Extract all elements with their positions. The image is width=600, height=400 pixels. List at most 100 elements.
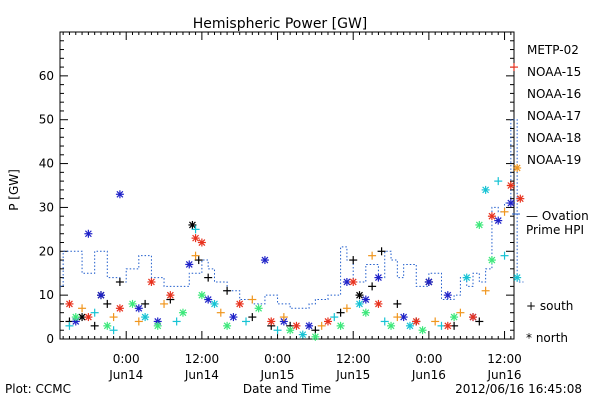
data-point	[188, 220, 197, 229]
data-point	[380, 317, 389, 326]
data-point	[194, 256, 203, 265]
data-point	[223, 286, 232, 295]
data-point	[336, 321, 345, 330]
data-point	[506, 199, 515, 208]
data-point	[349, 256, 358, 265]
data-point	[317, 321, 326, 330]
data-point	[361, 308, 370, 317]
x-tick-time-label: 12:00	[487, 352, 522, 366]
data-point	[204, 295, 213, 304]
data-point	[342, 304, 351, 313]
legend: METP-02 NOAA-15 NOAA-16 NOAA-17 NOAA-18 NOAA-…	[512, 43, 589, 345]
legend-entry: NOAA-15	[527, 65, 581, 79]
data-point	[374, 299, 383, 308]
data-point	[279, 313, 288, 322]
data-point	[210, 299, 219, 308]
data-point	[267, 317, 276, 326]
satellite-points	[65, 63, 525, 341]
data-point	[298, 330, 307, 339]
x-tick-date-label: Jun14	[184, 368, 219, 382]
data-point	[260, 256, 269, 265]
data-point	[361, 295, 370, 304]
data-point	[115, 277, 124, 286]
data-point	[323, 317, 332, 326]
data-point	[134, 304, 143, 313]
legend-entry: NOAA-19	[527, 153, 581, 167]
data-point	[368, 251, 377, 260]
data-point	[71, 313, 80, 322]
y-tick-label: 40	[39, 157, 54, 171]
legend-entry-ovation: — Ovation	[526, 209, 589, 223]
data-point	[216, 308, 225, 317]
data-point	[90, 308, 99, 317]
data-point	[443, 321, 452, 330]
data-point	[494, 216, 503, 225]
data-point	[134, 317, 143, 326]
data-point	[450, 313, 459, 322]
x-axis-ticks: 0:00 Jun14 12:00 Jun14 0:00 Jun15 12:00 Jun15 0:…	[62, 32, 522, 382]
x-tick-time-label: 12:00	[185, 352, 220, 366]
x-tick-date-label: Jun16	[411, 368, 446, 382]
data-point	[128, 299, 137, 308]
chart-title: Hemispheric Power [GW]	[193, 16, 368, 32]
data-point	[462, 273, 471, 282]
footer-plot-credit: Plot: CCMC	[5, 382, 71, 396]
data-point	[494, 177, 503, 186]
data-point	[178, 308, 187, 317]
x-tick-time-label: 12:00	[336, 352, 371, 366]
data-point	[292, 321, 301, 330]
data-point	[248, 313, 257, 322]
data-point	[229, 313, 238, 322]
data-point	[96, 291, 105, 300]
data-point	[487, 212, 496, 221]
y-axis-ticks: 0 10 20 30 40 50 60	[39, 31, 514, 346]
data-point	[84, 313, 93, 322]
data-point	[115, 190, 124, 199]
x-tick-time-label: 0:00	[113, 352, 140, 366]
data-point	[223, 321, 232, 330]
legend-entry: NOAA-16	[527, 87, 581, 101]
data-point	[191, 225, 200, 234]
data-point	[197, 238, 206, 247]
data-point	[305, 321, 314, 330]
legend-entry: NOAA-18	[527, 131, 581, 145]
data-point	[349, 277, 358, 286]
data-point	[330, 313, 339, 322]
data-point	[393, 313, 402, 322]
ovation-prime-hpi-line	[60, 119, 524, 309]
data-point	[311, 332, 320, 341]
data-point	[412, 317, 421, 326]
data-point	[510, 63, 518, 72]
data-point	[443, 291, 452, 300]
data-point	[469, 313, 478, 322]
marker-legend-entry: + south	[526, 299, 573, 313]
data-point	[153, 321, 162, 330]
x-tick-date-label: Jun15	[335, 368, 370, 382]
data-point	[513, 163, 522, 172]
data-point	[166, 291, 175, 300]
legend-entry: METP-02	[527, 43, 579, 57]
ovation-hpi-step-path	[60, 119, 524, 309]
data-point	[65, 321, 74, 330]
data-point	[147, 277, 156, 286]
data-point	[172, 317, 181, 326]
data-point	[500, 207, 509, 216]
data-point	[456, 308, 465, 317]
data-point	[204, 273, 213, 282]
data-point	[368, 282, 377, 291]
x-tick-date-label: Jun16	[487, 368, 522, 382]
data-point	[355, 299, 364, 308]
y-tick-label: 10	[39, 288, 54, 302]
data-point	[516, 194, 525, 203]
x-tick-time-label: 0:00	[264, 352, 291, 366]
data-point	[424, 277, 433, 286]
data-point	[109, 326, 118, 335]
y-tick-label: 30	[39, 200, 54, 214]
data-point	[387, 321, 396, 330]
data-point	[405, 321, 414, 330]
data-point	[487, 256, 496, 265]
data-point	[185, 260, 194, 269]
data-point	[475, 220, 484, 229]
data-point	[141, 313, 150, 322]
data-point	[103, 299, 112, 308]
